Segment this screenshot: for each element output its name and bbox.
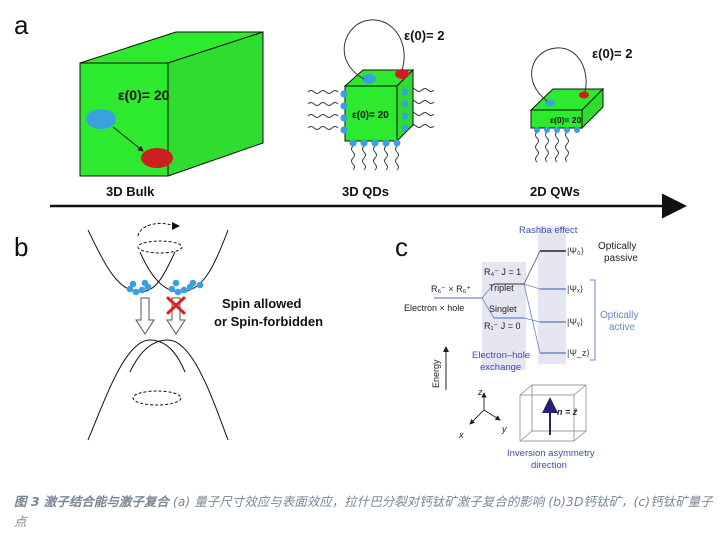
bulk-epsilon: ε(0)= 20 — [118, 87, 170, 103]
qd-field-loop — [343, 19, 405, 80]
inversion-label-2: direction — [531, 460, 567, 471]
exchange-label-2: exchange — [480, 362, 521, 373]
energy-label: Energy — [431, 359, 441, 388]
forbidden-transition-arrow — [166, 297, 186, 335]
hole-dot — [141, 148, 173, 168]
qw-field-loop — [531, 47, 587, 102]
band-structure — [87, 222, 229, 441]
asymmetry-box — [519, 384, 587, 442]
spin-text-line1: Spin allowed — [222, 296, 302, 311]
qw-electron-dot — [545, 99, 555, 107]
panel-label-b: b — [14, 232, 28, 262]
qw-ligands — [535, 131, 569, 163]
psi-0-label: |Ψ₀⟩ — [567, 246, 584, 256]
optically-active-1: Optically — [600, 310, 638, 321]
recombination-arrow — [112, 126, 144, 152]
singlet-label: Singlet — [489, 304, 517, 314]
qw-hole-dot — [579, 91, 589, 99]
electron-hole-label: Electron × hole — [404, 303, 464, 313]
exchange-label-1: Electron–hole — [472, 350, 530, 361]
qw-name: 2D QWs — [530, 184, 580, 199]
panel-label-a: a — [14, 10, 29, 40]
qd-name: 3D QDs — [342, 184, 389, 199]
qd-epsilon-in: ε(0)= 20 — [352, 110, 389, 121]
energy-levels — [434, 250, 566, 354]
axis-x-label: x — [458, 430, 464, 440]
spin-text-line2: or Spin-forbidden — [214, 314, 323, 329]
optically-active-2: active — [609, 322, 636, 333]
psi-y-label: |Ψᵧ⟩ — [567, 317, 583, 327]
active-bracket — [590, 279, 596, 361]
r6-label: R₆⁻ × R₆⁺ — [431, 284, 471, 294]
psi-z-label: |Ψ_z⟩ — [567, 348, 590, 358]
figure-caption: 图 3 激子结合能与激子复合 (a) 量子尺寸效应与表面效应，拉什巴分裂对钙钛矿… — [14, 492, 714, 532]
exchange-shade — [482, 262, 526, 370]
r4-label: R₄⁻ J = 1 — [484, 267, 521, 277]
qw-surface-ligand-dots — [534, 127, 580, 133]
coordinate-axes — [469, 392, 501, 425]
triplet-label: Triplet — [489, 283, 514, 293]
rashba-shade — [538, 226, 566, 364]
qd-cube — [343, 68, 415, 143]
panel-label-c: c — [395, 232, 408, 262]
forbidden-cross-icon — [166, 296, 186, 315]
rashba-label: Rashba effect — [519, 225, 578, 236]
optically-passive-2: passive — [604, 253, 638, 264]
qw-epsilon-in: ε(0)= 20 — [550, 115, 581, 125]
qd-epsilon-out: ε(0)= 2 — [404, 28, 445, 43]
qd-hole-dot — [395, 69, 409, 79]
r1-label: R₁⁻ J = 0 — [484, 321, 521, 331]
qd-surface-ligand-dots — [340, 88, 409, 147]
electron-cluster — [126, 279, 204, 296]
caption-label: 图 3 激子结合能与激子复合 — [14, 494, 169, 509]
allowed-transition-arrow — [135, 297, 155, 335]
bulk-name: 3D Bulk — [106, 184, 155, 199]
inversion-label-1: Inversion asymmetry — [507, 448, 595, 459]
n-vector-label: n = ẑ — [557, 407, 578, 417]
qd-ligands — [307, 88, 435, 171]
figure: a ε(0)= 20 3D Bulk — [14, 10, 687, 471]
qw-epsilon-out: ε(0)= 2 — [592, 46, 633, 61]
axis-y-label: y — [501, 424, 507, 434]
psi-x-label: |Ψₓ⟩ — [567, 284, 583, 294]
electron-dot — [86, 109, 116, 129]
axis-z-label: z — [477, 387, 483, 397]
orbit-arrowhead — [172, 222, 180, 230]
caption-text: (a) 量子尺寸效应与表面效应，拉什巴分裂对钙钛矿激子复合的影响 (b)3D钙钛… — [14, 494, 713, 529]
qd-electron-dot — [362, 74, 376, 84]
optically-passive-1: Optically — [598, 241, 636, 252]
